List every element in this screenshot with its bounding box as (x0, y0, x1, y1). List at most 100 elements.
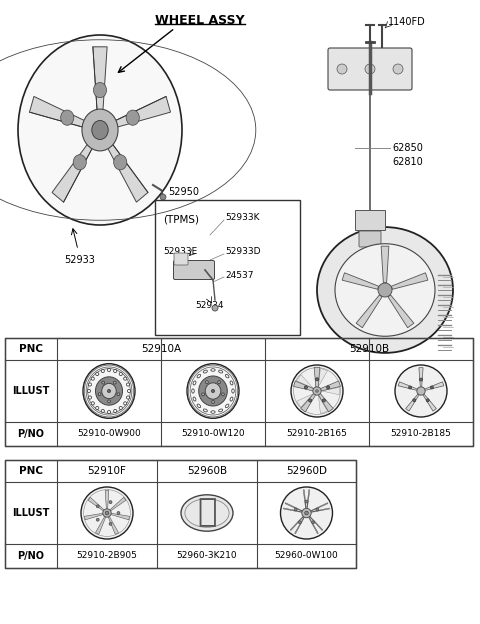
Text: 52910F: 52910F (87, 466, 126, 476)
Polygon shape (424, 382, 444, 391)
Circle shape (108, 389, 110, 392)
Text: 52933D: 52933D (225, 248, 261, 256)
Circle shape (322, 399, 325, 402)
Circle shape (378, 283, 392, 297)
Polygon shape (318, 393, 333, 412)
Ellipse shape (197, 374, 201, 378)
Polygon shape (406, 394, 420, 411)
Circle shape (102, 381, 105, 384)
Text: ILLUST: ILLUST (12, 386, 50, 396)
Ellipse shape (211, 369, 215, 371)
Polygon shape (93, 47, 107, 117)
Text: 24537: 24537 (225, 270, 253, 280)
Circle shape (103, 509, 111, 517)
Circle shape (114, 369, 117, 373)
Ellipse shape (102, 383, 116, 399)
Text: PNC: PNC (19, 344, 43, 354)
Circle shape (393, 64, 403, 74)
Circle shape (218, 381, 220, 384)
Circle shape (280, 487, 333, 539)
Text: WHEEL ASSY: WHEEL ASSY (155, 14, 245, 27)
FancyBboxPatch shape (174, 253, 188, 265)
Circle shape (413, 399, 416, 402)
Polygon shape (294, 381, 314, 391)
Circle shape (88, 383, 92, 386)
Circle shape (87, 389, 91, 392)
Circle shape (88, 396, 92, 399)
Bar (155, 200, 300, 335)
Circle shape (105, 511, 109, 515)
Text: 52950: 52950 (168, 187, 199, 197)
Ellipse shape (226, 404, 229, 407)
Ellipse shape (199, 376, 228, 406)
Circle shape (395, 365, 447, 417)
Text: 52960-0W100: 52960-0W100 (275, 552, 338, 560)
Circle shape (305, 511, 308, 515)
Circle shape (211, 389, 215, 392)
Text: PNC: PNC (19, 466, 43, 476)
Text: 62850: 62850 (392, 143, 423, 153)
Circle shape (212, 305, 218, 311)
Polygon shape (310, 503, 328, 512)
Polygon shape (110, 514, 130, 520)
Text: 52910-2B905: 52910-2B905 (77, 552, 137, 560)
Polygon shape (108, 516, 119, 534)
Ellipse shape (230, 381, 233, 385)
Ellipse shape (181, 495, 233, 531)
Text: 52934: 52934 (196, 301, 224, 310)
Circle shape (316, 390, 318, 392)
Circle shape (326, 386, 330, 389)
Ellipse shape (335, 244, 435, 336)
Polygon shape (284, 508, 303, 512)
Text: P/NO: P/NO (17, 429, 45, 439)
Text: 52933K: 52933K (225, 213, 260, 223)
Ellipse shape (96, 377, 122, 405)
Ellipse shape (211, 411, 215, 413)
Circle shape (96, 519, 99, 521)
Text: Ⓘ: Ⓘ (197, 497, 217, 529)
Circle shape (417, 387, 425, 395)
Circle shape (202, 393, 204, 396)
Polygon shape (309, 515, 323, 530)
Circle shape (124, 377, 127, 380)
Text: P/NO: P/NO (17, 551, 45, 561)
Circle shape (108, 368, 110, 371)
Text: (TPMS): (TPMS) (163, 215, 199, 225)
Ellipse shape (193, 397, 196, 401)
Bar (5, 460, 356, 568)
Circle shape (426, 399, 429, 402)
Circle shape (124, 402, 127, 405)
Circle shape (113, 381, 116, 384)
Polygon shape (105, 490, 109, 509)
Ellipse shape (114, 155, 127, 170)
Ellipse shape (317, 227, 453, 353)
Polygon shape (319, 368, 327, 386)
Polygon shape (381, 246, 389, 283)
Polygon shape (285, 503, 303, 512)
Circle shape (315, 378, 319, 381)
Circle shape (337, 64, 347, 74)
Polygon shape (398, 382, 418, 391)
Polygon shape (388, 295, 414, 328)
Polygon shape (322, 388, 339, 395)
Circle shape (212, 401, 215, 403)
Polygon shape (419, 368, 423, 388)
Circle shape (294, 508, 297, 511)
Polygon shape (314, 368, 320, 388)
Circle shape (117, 392, 120, 396)
Text: 1140FD: 1140FD (388, 17, 426, 27)
Ellipse shape (187, 364, 239, 418)
Circle shape (128, 389, 131, 392)
Polygon shape (301, 393, 316, 412)
Circle shape (160, 194, 166, 200)
Circle shape (109, 522, 112, 525)
FancyBboxPatch shape (173, 260, 215, 280)
Circle shape (302, 509, 311, 518)
Ellipse shape (82, 109, 118, 151)
Bar (355, 210, 385, 230)
Text: 52910A: 52910A (141, 344, 181, 354)
Circle shape (119, 373, 122, 376)
Ellipse shape (193, 381, 196, 385)
Text: 52933: 52933 (65, 255, 96, 265)
Polygon shape (392, 273, 428, 290)
